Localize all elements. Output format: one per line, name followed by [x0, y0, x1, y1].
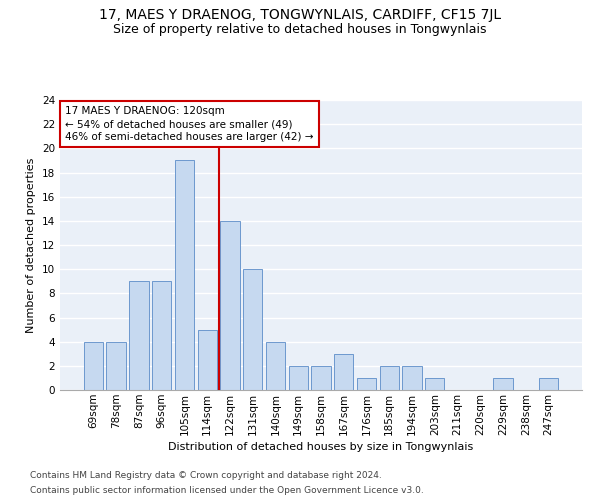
Text: Distribution of detached houses by size in Tongwynlais: Distribution of detached houses by size … [169, 442, 473, 452]
Bar [197, 330, 217, 390]
Text: 17 MAES Y DRAENOG: 120sqm
← 54% of detached houses are smaller (49)
46% of semi-: 17 MAES Y DRAENOG: 120sqm ← 54% of detac… [65, 106, 314, 142]
Bar [152, 281, 172, 390]
Bar [106, 342, 126, 390]
Bar [334, 354, 353, 390]
Text: Size of property relative to detached houses in Tongwynlais: Size of property relative to detached ho… [113, 22, 487, 36]
Bar [493, 378, 513, 390]
Bar [357, 378, 376, 390]
Bar [403, 366, 422, 390]
Text: Contains public sector information licensed under the Open Government Licence v3: Contains public sector information licen… [30, 486, 424, 495]
Bar [425, 378, 445, 390]
Bar [220, 221, 239, 390]
Bar [311, 366, 331, 390]
Text: 17, MAES Y DRAENOG, TONGWYNLAIS, CARDIFF, CF15 7JL: 17, MAES Y DRAENOG, TONGWYNLAIS, CARDIFF… [99, 8, 501, 22]
Bar [129, 281, 149, 390]
Bar [175, 160, 194, 390]
Bar [539, 378, 558, 390]
Text: Contains HM Land Registry data © Crown copyright and database right 2024.: Contains HM Land Registry data © Crown c… [30, 471, 382, 480]
Y-axis label: Number of detached properties: Number of detached properties [26, 158, 37, 332]
Bar [289, 366, 308, 390]
Bar [266, 342, 285, 390]
Bar [243, 269, 262, 390]
Bar [84, 342, 103, 390]
Bar [380, 366, 399, 390]
